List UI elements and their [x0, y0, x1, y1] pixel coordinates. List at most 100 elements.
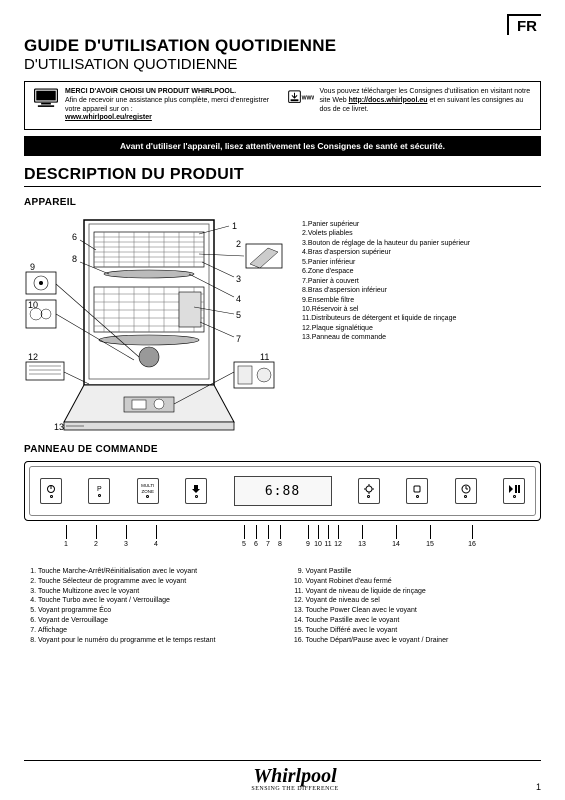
svg-text:13: 13: [54, 422, 64, 432]
part-item: 4.Bras d'aspersion supérieur: [302, 248, 470, 257]
brand-name: Whirlpool: [253, 765, 336, 787]
program-button: P: [88, 478, 110, 504]
legend-item: Voyant de niveau de sel: [306, 596, 542, 606]
section-panel: PANNEAU DE COMMANDE: [24, 444, 541, 455]
appliance-diagram: 1 2 3 4 5 6 7 8 9 10 11 12 13: [24, 212, 294, 432]
part-item: 5.Panier inférieur: [302, 258, 470, 267]
panel-display: 6:88: [234, 476, 332, 506]
part-item: 7.Panier à couvert: [302, 277, 470, 286]
svg-text:9: 9: [30, 262, 35, 272]
part-item: 11.Distributeurs de détergent et liquide…: [302, 314, 470, 323]
panel-tick-label: 10: [314, 541, 322, 548]
brand-logo: Whirlpool SENSING THE DIFFERENCE: [54, 765, 536, 792]
panel-legend-left: Touche Marche-Arrêt/Réinitialisation ave…: [24, 567, 274, 645]
panel-tick-label: 6: [254, 541, 258, 548]
monitor-icon: [33, 88, 59, 108]
info-box: MERCI D'AVOIR CHOISI UN PRODUIT WHIRLPOO…: [24, 81, 541, 130]
panel-tick-label: 8: [278, 541, 282, 548]
info-right-text: Vous pouvez télécharger les Consignes d'…: [320, 88, 533, 114]
warning-bar: Avant d'utiliser l'appareil, lisez atten…: [24, 136, 541, 156]
panel-tick-label: 3: [124, 541, 128, 548]
legend-item: Touche Turbo avec le voyant / Verrouilla…: [38, 596, 274, 606]
panel-legend: Touche Marche-Arrêt/Réinitialisation ave…: [24, 567, 541, 645]
part-item: 1.Panier supérieur: [302, 220, 470, 229]
page-footer: Whirlpool SENSING THE DIFFERENCE 1: [24, 760, 541, 792]
section-description: DESCRIPTION DU PRODUIT: [24, 166, 541, 187]
svg-text:4: 4: [236, 294, 241, 304]
panel-legend-right: Voyant PastilleVoyant Robinet d'eau ferm…: [292, 567, 542, 645]
page-title: GUIDE D'UTILISATION QUOTIDIENNE: [24, 36, 541, 56]
info-right: WWW Vous pouvez télécharger les Consigne…: [288, 88, 533, 114]
legend-item: Voyant programme Éco: [38, 606, 274, 616]
panel-tick-label: 2: [94, 541, 98, 548]
panel-tick-label: 11: [324, 541, 331, 548]
panel-tick-label: 14: [392, 541, 400, 548]
panel-tick-label: 4: [154, 541, 158, 548]
parts-list: 1.Panier supérieur2.Volets pliables3.Bou…: [302, 212, 470, 432]
panel-tick-row: 12345678910111213141516: [24, 523, 541, 563]
legend-item: Affichage: [38, 626, 274, 636]
info-left-text: MERCI D'AVOIR CHOISI UN PRODUIT WHIRLPOO…: [65, 88, 278, 123]
powerclean-button: [358, 478, 380, 504]
multizone-button: MULTIZONE: [137, 478, 159, 504]
legend-item: Voyant Pastille: [306, 567, 542, 577]
legend-item: Touche Multizone avec le voyant: [38, 587, 274, 597]
part-item: 13.Panneau de commande: [302, 333, 470, 342]
part-item: 2.Volets pliables: [302, 229, 470, 238]
info-left: MERCI D'AVOIR CHOISI UN PRODUIT WHIRLPOO…: [33, 88, 278, 123]
language-tag: FR: [507, 14, 541, 35]
panel-tick-label: 1: [64, 541, 68, 548]
svg-text:8: 8: [72, 254, 77, 264]
panel-tick-label: 16: [468, 541, 476, 548]
power-button: [40, 478, 62, 504]
svg-text:5: 5: [236, 310, 241, 320]
info-left-body: Afin de recevoir une assistance plus com…: [65, 97, 269, 113]
appliance-row: 1 2 3 4 5 6 7 8 9 10 11 12 13 1.Panier s…: [24, 212, 541, 432]
panel-tick-label: 7: [266, 541, 270, 548]
start-pause-button: [503, 478, 525, 504]
svg-text:WWW: WWW: [301, 95, 313, 101]
panel-tick-label: 15: [426, 541, 434, 548]
control-panel-inner: P MULTIZONE 6:88: [29, 466, 536, 516]
svg-text:3: 3: [236, 274, 241, 284]
tablet-button: [406, 478, 428, 504]
legend-item: Voyant Robinet d'eau fermé: [306, 577, 542, 587]
legend-item: Touche Marche-Arrêt/Réinitialisation ave…: [38, 567, 274, 577]
turbo-button: [185, 478, 207, 504]
svg-text:11: 11: [260, 352, 269, 362]
register-link[interactable]: www.whirlpool.eu/register: [65, 114, 152, 121]
part-item: 12.Plaque signalétique: [302, 324, 470, 333]
download-www-icon: WWW: [288, 88, 314, 108]
svg-text:6: 6: [72, 232, 77, 242]
section-appareil: APPAREIL: [24, 197, 541, 208]
legend-item: Touche Power Clean avec le voyant: [306, 606, 542, 616]
brand-tagline: SENSING THE DIFFERENCE: [54, 786, 536, 792]
legend-item: Touche Pastille avec le voyant: [306, 616, 542, 626]
legend-item: Touche Départ/Pause avec le voyant / Dra…: [306, 636, 542, 646]
part-item: 9.Ensemble filtre: [302, 296, 470, 305]
svg-text:2: 2: [236, 239, 241, 249]
legend-item: Voyant de niveau de liquide de rinçage: [306, 587, 542, 597]
part-item: 10.Réservoir à sel: [302, 305, 470, 314]
legend-item: Voyant de Verrouillage: [38, 616, 274, 626]
part-item: 8.Bras d'aspersion inférieur: [302, 286, 470, 295]
legend-item: Touche Différé avec le voyant: [306, 626, 542, 636]
panel-tick-label: 12: [334, 541, 342, 548]
svg-text:10: 10: [28, 300, 38, 310]
control-panel-diagram: P MULTIZONE 6:88: [24, 461, 541, 521]
page-number: 1: [536, 782, 541, 792]
legend-item: Touche Sélecteur de programme avec le vo…: [38, 577, 274, 587]
part-item: 6.Zone d'espace: [302, 267, 470, 276]
delay-button: [455, 478, 477, 504]
docs-link[interactable]: http://docs.whirlpool.eu: [349, 97, 428, 104]
svg-text:7: 7: [236, 334, 241, 344]
legend-item: Voyant pour le numéro du programme et le…: [38, 636, 274, 646]
info-left-bold: MERCI D'AVOIR CHOISI UN PRODUIT WHIRLPOO…: [65, 88, 236, 95]
svg-text:12: 12: [28, 352, 38, 362]
panel-tick-label: 5: [242, 541, 246, 548]
panel-tick-label: 13: [358, 541, 366, 548]
page-subtitle: D'UTILISATION QUOTIDIENNE: [24, 56, 541, 73]
part-item: 3.Bouton de réglage de la hauteur du pan…: [302, 239, 470, 248]
panel-tick-label: 9: [306, 541, 310, 548]
svg-text:1: 1: [232, 221, 237, 231]
